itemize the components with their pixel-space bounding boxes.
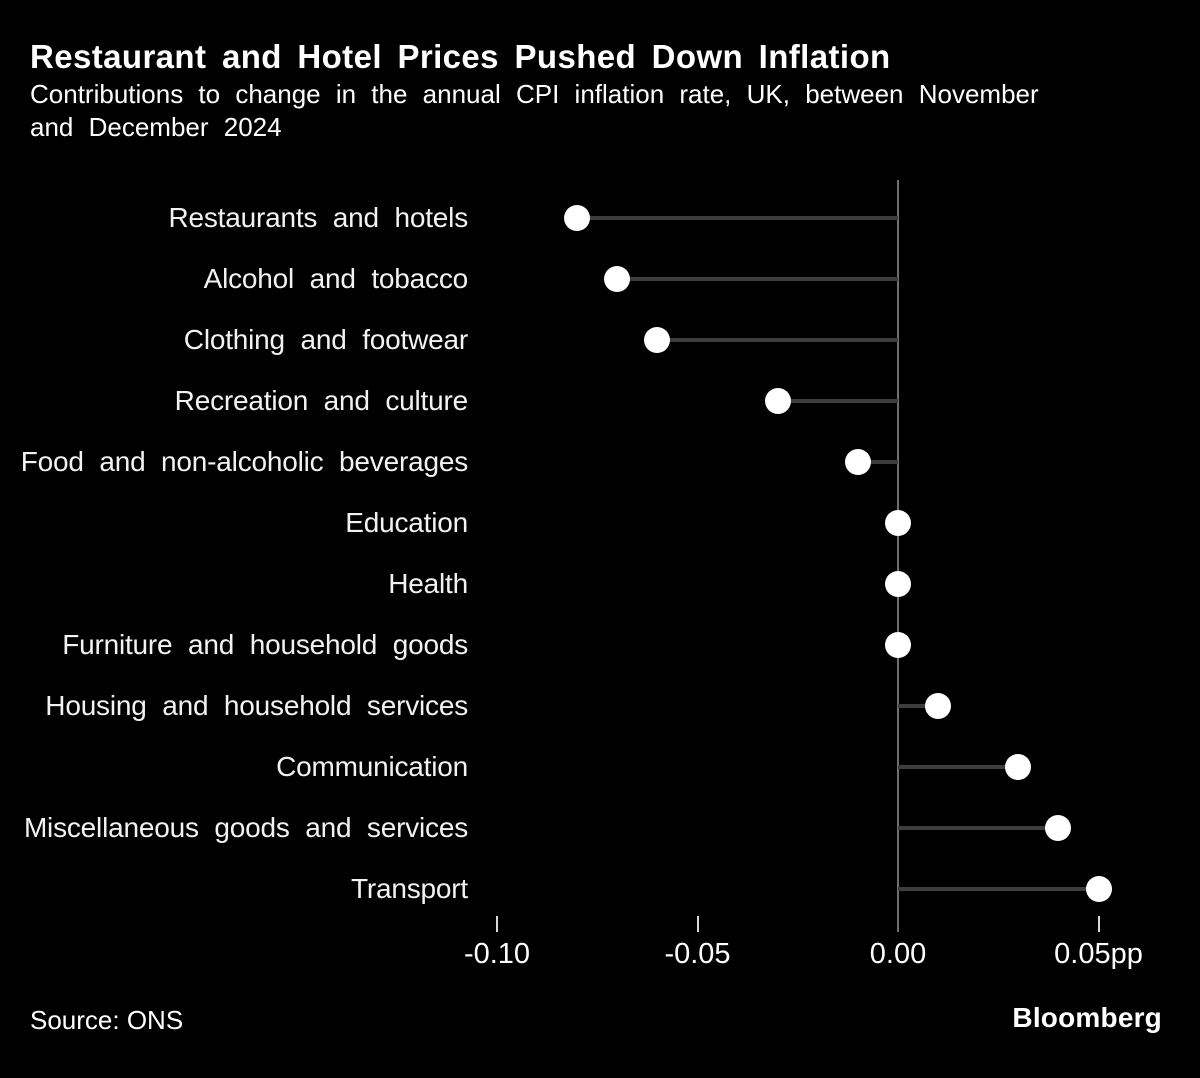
category-label: Miscellaneous goods and services — [23, 812, 468, 843]
axis-tick-label: 0.05pp — [1054, 938, 1143, 970]
data-point-dot — [1045, 815, 1072, 841]
zero-axis-line — [897, 180, 899, 932]
category-label: Alcohol and tobacco — [203, 263, 469, 294]
category-label: Recreation and culture — [174, 385, 469, 416]
connector-line — [777, 399, 898, 403]
category-label: Health — [388, 568, 468, 599]
source-note: Source: ONS — [30, 1005, 184, 1035]
connector-line — [898, 887, 1099, 891]
data-point-dot — [1005, 754, 1032, 780]
category-label: Housing and household services — [45, 690, 468, 721]
axis-tick-mark — [696, 916, 699, 932]
data-point-dot — [885, 571, 911, 597]
data-point-dot — [885, 632, 911, 658]
data-point-dot — [764, 388, 791, 414]
category-label: Transport — [351, 873, 468, 904]
data-point-dot — [844, 449, 871, 475]
axis-tick-label: -0.05 — [664, 938, 731, 970]
subtitle-line-1: Contributions to change in the annual CP… — [30, 79, 1039, 109]
axis-tick-mark — [496, 916, 498, 932]
connector-line — [898, 765, 1019, 769]
category-label: Restaurants and hotels — [168, 202, 468, 233]
chart-title: Restaurant and Hotel Prices Pushed Down … — [30, 38, 891, 75]
connector-line — [898, 704, 939, 708]
category-label: Education — [345, 507, 468, 538]
data-point-dot — [885, 510, 911, 536]
chart-subtitle: Contributions to change in the annual CP… — [30, 78, 1039, 144]
axis-tick-mark — [1097, 916, 1100, 932]
connector-line — [898, 826, 1059, 830]
category-label: Clothing and footwear — [183, 324, 468, 355]
data-point-dot — [925, 693, 952, 719]
connector-line — [617, 277, 898, 281]
axis-tick-label: -0.10 — [463, 938, 531, 970]
category-label: Food and non-alcoholic beverages — [20, 446, 468, 477]
subtitle-line-2: and December 2024 — [30, 112, 282, 142]
category-label: Communication — [276, 751, 468, 782]
axis-tick-label: 0.00 — [869, 938, 927, 970]
connector-line — [577, 216, 898, 220]
category-label: Furniture and household goods — [62, 629, 468, 660]
connector-line — [857, 460, 898, 464]
data-point-dot — [564, 205, 591, 231]
connector-line — [657, 338, 898, 342]
data-point-dot — [1085, 876, 1112, 902]
bloomberg-logo: Bloomberg — [1012, 1002, 1162, 1033]
data-point-dot — [644, 327, 671, 353]
data-point-dot — [604, 266, 631, 292]
